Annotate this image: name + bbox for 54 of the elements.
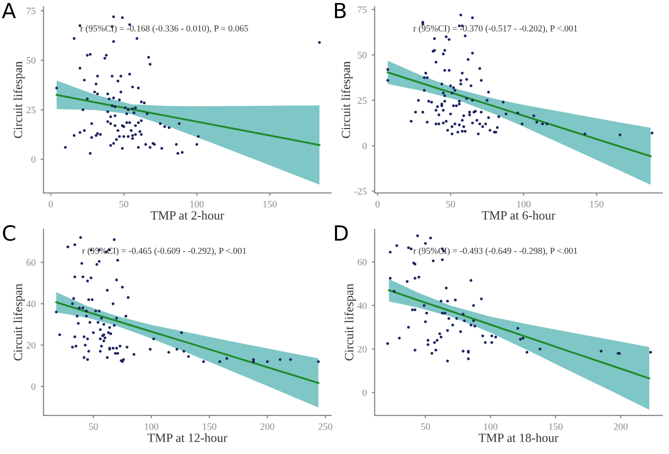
annotation: r (95%CI) = -0.465 (-0.609 - -0.292), P <.001 [82, 248, 246, 256]
x-tick-label: 150 [202, 423, 216, 430]
x-tick-label: 200 [260, 423, 274, 430]
y-axis-title: Circuit lifespan [13, 61, 25, 138]
y-tick-label: 25 [26, 106, 36, 114]
x-axis-title: TMP at 6-hour [482, 210, 556, 220]
line-series [388, 289, 650, 380]
x-tick-label: 250 [318, 423, 332, 430]
y-tick-label: 40 [26, 300, 36, 308]
y-tick-label: 60 [26, 259, 36, 266]
y-tick-label: 50 [358, 52, 367, 58]
y-tick-label: -25 [354, 188, 367, 195]
x-tick-label: 100 [144, 423, 158, 430]
x-tick-label: 50 [89, 423, 98, 430]
x-tick-label: 0 [48, 200, 53, 208]
chart-title: A [2, 2, 16, 18]
x-tick-label: 100 [484, 423, 498, 430]
y-tick-label: 75 [26, 8, 36, 14]
line-series [56, 94, 320, 146]
x-tick-label: 150 [590, 200, 604, 208]
x-tick-label: 50 [421, 423, 430, 430]
annotation: r (95%CI) = -0.493 (-0.649 - -0.298), P <.001 [413, 248, 578, 256]
annotation: r (95%CI) = -0.370 (-0.517 - -0.202), P <.001 [413, 25, 578, 34]
y-tick-label: 0 [31, 156, 36, 163]
y-axis-title: Circuit lifespan [344, 284, 356, 361]
x-tick-label: 50 [446, 200, 456, 208]
x-tick-label: 0 [376, 200, 380, 208]
chart-title: D [334, 225, 348, 241]
y-tick-label: 25 [358, 97, 367, 104]
y-tick-label: 60 [358, 258, 367, 266]
line-series [386, 71, 652, 158]
y-tick-label: 20 [358, 346, 367, 352]
annotation: r (95%CI) = -0.168 (-0.336 - 0.010), P = 0.065 [80, 25, 248, 34]
x-tick-label: 100 [190, 200, 204, 208]
x-tick-label: 200 [614, 423, 628, 430]
y-tick-label: 0 [362, 389, 367, 396]
chart-title: B [334, 2, 346, 18]
y-tick-label: 40 [357, 302, 367, 309]
x-axis-title: TMP at 2-hour [150, 210, 224, 220]
y-axis-title: Circuit lifespan [341, 61, 353, 138]
chart-title: C [2, 225, 16, 241]
x-tick-label: 150 [263, 200, 277, 208]
x-axis-title: TMP at 12-hour [148, 433, 228, 442]
y-tick-label: 0 [31, 383, 36, 390]
y-tick-label: 0 [362, 142, 367, 150]
x-tick-label: 50 [120, 200, 128, 208]
line-series [55, 301, 320, 384]
y-tick-label: 20 [26, 342, 36, 349]
y-tick-label: 75 [358, 6, 367, 14]
x-tick-label: 150 [549, 423, 562, 430]
x-axis-title: TMP at 18-hour [478, 433, 558, 442]
x-tick-label: 100 [517, 200, 531, 208]
y-axis-title: Circuit lifespan [13, 284, 25, 361]
y-tick-label: 50 [26, 57, 36, 64]
